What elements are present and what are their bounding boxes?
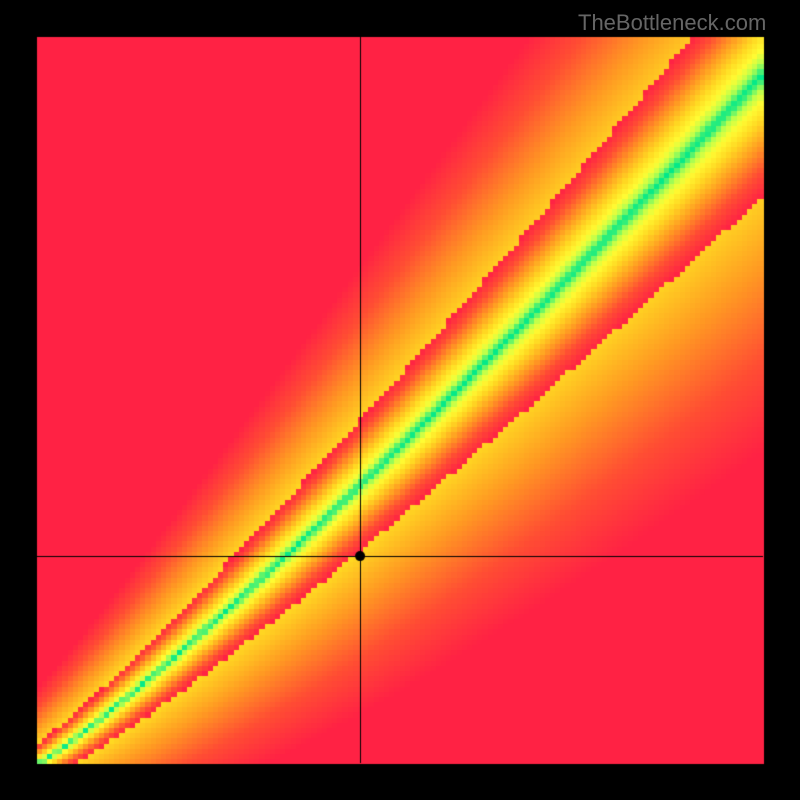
chart-container: TheBottleneck.com <box>0 0 800 800</box>
bottleneck-heatmap-canvas <box>0 0 800 800</box>
watermark-text: TheBottleneck.com <box>578 10 766 36</box>
